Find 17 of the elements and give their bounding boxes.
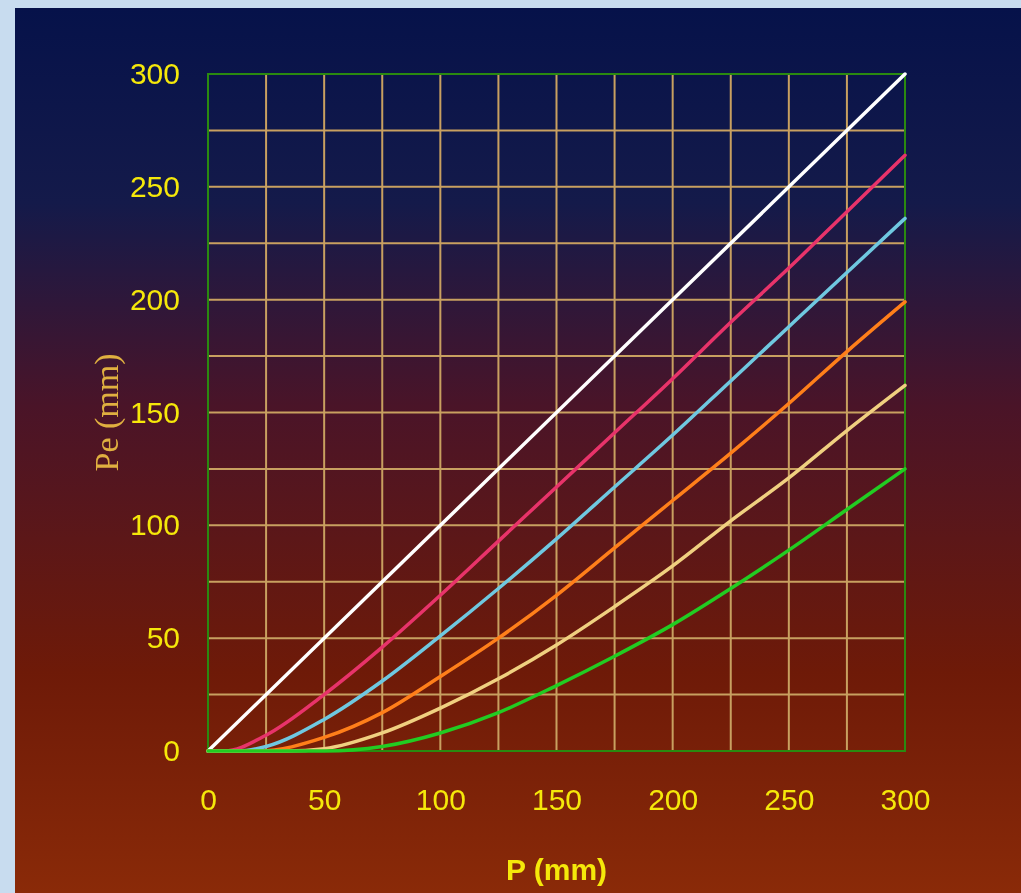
x-tick-label: 300: [880, 783, 931, 817]
x-tick-label: 0: [200, 783, 217, 817]
y-tick-label: 0: [163, 734, 180, 768]
y-tick-label: 150: [129, 395, 180, 429]
line-series: [206, 467, 907, 753]
y-axis-title: Pe (mm): [88, 353, 126, 472]
x-tick-label: 200: [648, 783, 699, 817]
x-tick-label: 150: [531, 783, 583, 817]
y-tick-label: 250: [129, 169, 180, 203]
y-tick-label: 200: [129, 282, 180, 316]
x-tick-label: 100: [415, 783, 466, 817]
x-tick-label: 50: [307, 783, 342, 817]
y-tick-label: 100: [129, 508, 180, 542]
x-axis-title: P (mm): [505, 853, 608, 886]
x-tick-label: 250: [764, 783, 815, 817]
y-tick-label: 300: [129, 57, 180, 91]
y-tick-label: 50: [146, 621, 180, 655]
